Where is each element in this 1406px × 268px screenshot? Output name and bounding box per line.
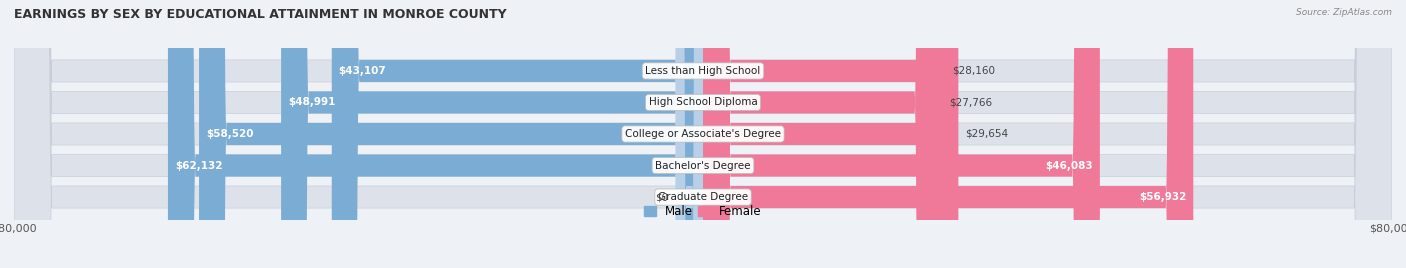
FancyBboxPatch shape xyxy=(703,0,945,268)
Text: College or Associate's Degree: College or Associate's Degree xyxy=(626,129,780,139)
FancyBboxPatch shape xyxy=(281,0,703,268)
Text: Source: ZipAtlas.com: Source: ZipAtlas.com xyxy=(1296,8,1392,17)
FancyBboxPatch shape xyxy=(14,0,1392,268)
Text: $43,107: $43,107 xyxy=(339,66,387,76)
FancyBboxPatch shape xyxy=(14,0,1392,268)
FancyBboxPatch shape xyxy=(703,0,1194,268)
FancyBboxPatch shape xyxy=(14,0,1392,268)
Text: High School Diploma: High School Diploma xyxy=(648,98,758,107)
Text: $48,991: $48,991 xyxy=(288,98,336,107)
Text: $46,083: $46,083 xyxy=(1045,161,1092,170)
FancyBboxPatch shape xyxy=(703,0,959,268)
Text: $27,766: $27,766 xyxy=(949,98,993,107)
FancyBboxPatch shape xyxy=(200,0,703,268)
FancyBboxPatch shape xyxy=(703,0,942,268)
FancyBboxPatch shape xyxy=(703,0,1099,268)
FancyBboxPatch shape xyxy=(675,0,703,268)
Text: Less than High School: Less than High School xyxy=(645,66,761,76)
FancyBboxPatch shape xyxy=(167,0,703,268)
Text: Graduate Degree: Graduate Degree xyxy=(658,192,748,202)
Text: $58,520: $58,520 xyxy=(205,129,253,139)
Text: Bachelor's Degree: Bachelor's Degree xyxy=(655,161,751,170)
FancyBboxPatch shape xyxy=(332,0,703,268)
FancyBboxPatch shape xyxy=(14,0,1392,268)
Text: $28,160: $28,160 xyxy=(952,66,995,76)
Text: $29,654: $29,654 xyxy=(966,129,1008,139)
Text: $56,932: $56,932 xyxy=(1139,192,1187,202)
FancyBboxPatch shape xyxy=(14,0,1392,268)
Text: EARNINGS BY SEX BY EDUCATIONAL ATTAINMENT IN MONROE COUNTY: EARNINGS BY SEX BY EDUCATIONAL ATTAINMEN… xyxy=(14,8,506,21)
Text: $0: $0 xyxy=(655,192,669,202)
Text: $62,132: $62,132 xyxy=(174,161,222,170)
Legend: Male, Female: Male, Female xyxy=(640,200,766,222)
